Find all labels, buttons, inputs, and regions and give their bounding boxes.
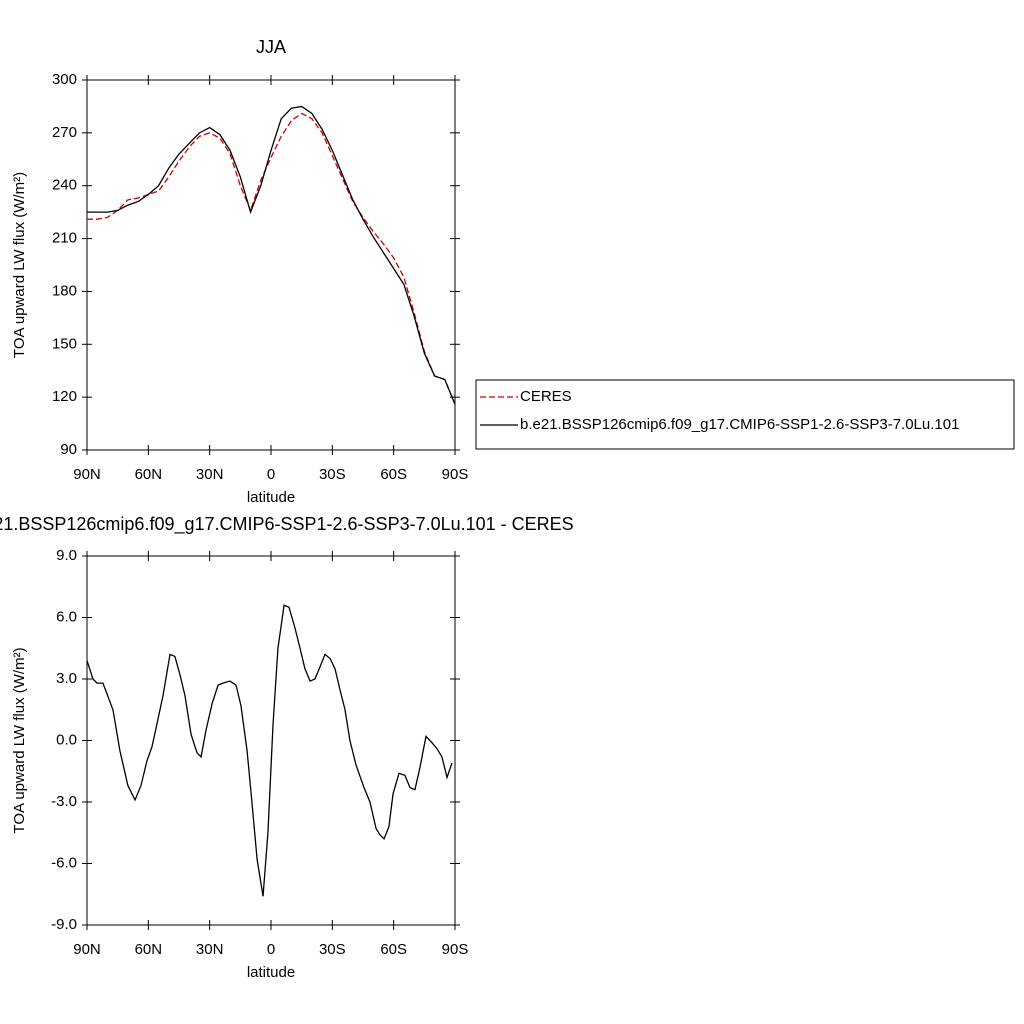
y-tick-label: 180 [52,282,77,299]
data-line [87,112,456,405]
x-tick-label: 60N [135,941,163,958]
y-tick-label: -9.0 [51,916,77,933]
y-tick-label: 270 [52,124,77,141]
y-tick-label: 3.0 [56,670,77,687]
x-tick-label: 60S [380,466,407,483]
y-tick-label: 120 [52,388,77,405]
x-tick-label: 0 [267,941,275,958]
legend-label: CERES [520,388,572,405]
x-tick-label: 60N [135,466,163,483]
x-axis-label: latitude [247,964,295,981]
x-tick-label: 30N [196,466,224,483]
x-tick-label: 90S [442,466,469,483]
data-line [86,604,453,897]
y-tick-label: 210 [52,230,77,247]
x-tick-label: 90N [73,466,101,483]
plot-frame [86,79,456,451]
legend-label: b.e21.BSSP126cmip6.f09_g17.CMIP6-SSP1-2.… [520,416,959,433]
x-tick-label: 30N [196,941,224,958]
y-tick-label: 90 [60,441,77,458]
data-line [87,105,456,405]
y-tick-label: 150 [52,335,77,352]
x-tick-label: 30S [319,466,346,483]
y-axis-label: TOA upward LW flux (W/m²) [11,172,28,358]
y-tick-label: 0.0 [56,731,77,748]
y-tick-label: 300 [52,71,77,88]
x-tick-label: 60S [380,941,407,958]
y-tick-label: 6.0 [56,608,77,625]
x-tick-label: 90N [73,941,101,958]
y-axis-label: TOA upward LW flux (W/m²) [11,647,28,833]
chart-title: b.e21.BSSP126cmip6.f09_g17.CMIP6-SSP1-2.… [0,514,574,535]
y-tick-label: 240 [52,177,77,194]
y-tick-label: -6.0 [51,854,77,871]
x-tick-label: 0 [267,466,275,483]
x-tick-label: 30S [319,941,346,958]
chart-title: JJA [256,37,286,57]
y-tick-label: 9.0 [56,547,77,564]
legend-box [475,379,1015,450]
y-tick-label: -3.0 [51,793,77,810]
x-tick-label: 90S [442,941,469,958]
x-axis-label: latitude [247,489,295,506]
plot-frame [86,555,456,926]
